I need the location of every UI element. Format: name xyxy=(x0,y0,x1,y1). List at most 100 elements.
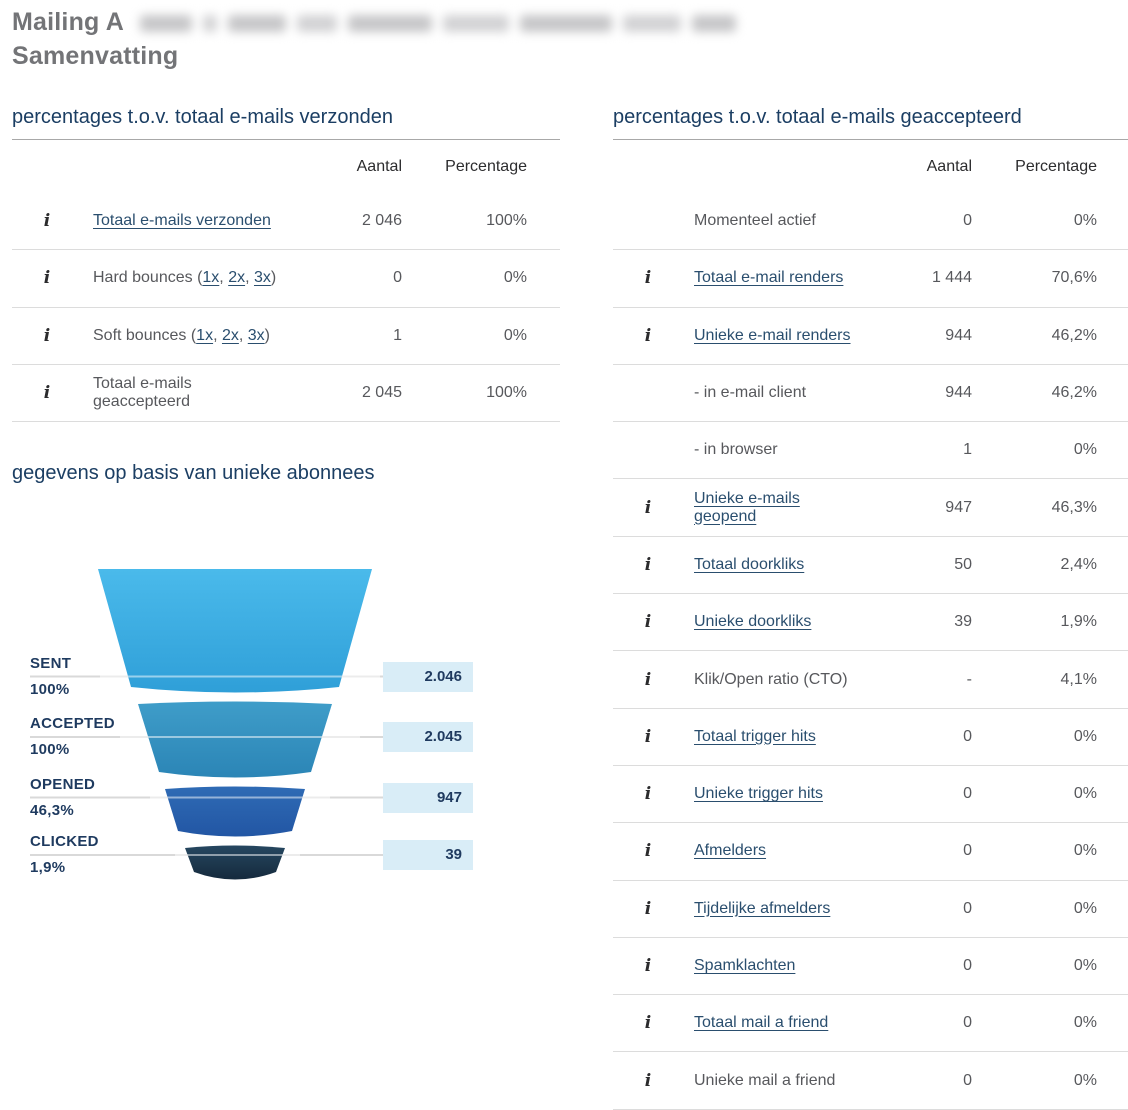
row-link[interactable]: Unieke doorkliks xyxy=(694,613,812,631)
row-link[interactable]: Unieke e-mails geopend xyxy=(694,489,800,525)
aantal-value: 2 046 xyxy=(361,212,402,230)
info-icon[interactable]: i xyxy=(644,612,652,633)
row-label: Tijdelijke afmelders xyxy=(683,900,862,918)
row-label: Totaal e-mails geaccepteerd xyxy=(93,375,192,411)
funnel-section-heading: gegevens op basis van unieke abonnees xyxy=(12,462,375,484)
bounce-count-link[interactable]: 1x xyxy=(196,326,214,344)
bounce-count-link[interactable]: 3x xyxy=(253,269,271,287)
info-icon[interactable]: i xyxy=(43,268,51,289)
percentage-value: 1,9% xyxy=(1060,613,1097,631)
info-icon[interactable]: i xyxy=(644,898,652,919)
row-link[interactable]: Totaal doorkliks xyxy=(694,555,805,573)
funnel-stage-label: SENT xyxy=(30,654,72,672)
left-table-body: i Totaal e-mails verzonden 2 046 100% i Hard … xyxy=(12,193,560,423)
info-icon[interactable]: i xyxy=(644,784,652,805)
aantal-value: 947 xyxy=(945,498,972,516)
row-link[interactable]: Totaal e-mail renders xyxy=(694,269,844,287)
table-row: - in e-mail client 944 46,2% xyxy=(613,365,1128,423)
percentage-value: 46,2% xyxy=(1051,384,1097,402)
bounce-count-link[interactable]: 2x xyxy=(221,326,239,344)
row-label: Unieke trigger hits xyxy=(683,785,862,803)
row-label: Soft bounces (1x, 2x, 3x) xyxy=(93,326,270,344)
row-label: Totaal trigger hits xyxy=(683,728,862,746)
info-icon[interactable]: i xyxy=(644,1070,652,1091)
row-link[interactable]: Afmelders xyxy=(694,842,767,860)
percentage-value: 0% xyxy=(1073,212,1097,230)
left-section-heading: percentages t.o.v. totaal e-mails verzon… xyxy=(12,104,560,140)
page-title-line2: Samenvatting xyxy=(12,42,179,70)
percentage-value: 0% xyxy=(503,269,527,287)
funnel-stage-label: CLICKED xyxy=(30,833,99,850)
column-header-aantal: Aantal xyxy=(926,157,972,175)
info-icon[interactable]: i xyxy=(644,268,652,289)
info-icon[interactable]: i xyxy=(43,325,51,346)
funnel-value-box: 2.046 xyxy=(383,661,473,692)
table-row: i Unieke trigger hits 0 0% xyxy=(613,766,1128,824)
funnel-stage-percent: 100% xyxy=(30,741,70,758)
table-row: i Klik/Open ratio (CTO) - 4,1% xyxy=(613,651,1128,709)
table-row: i Totaal e-mails verzonden 2 046 100% xyxy=(12,193,560,251)
info-icon[interactable]: i xyxy=(43,383,51,404)
aantal-value: 0 xyxy=(963,1014,972,1032)
column-header-aantal: Aantal xyxy=(356,157,402,175)
aantal-value: 0 xyxy=(963,785,972,803)
table-row: Momenteel actief 0 0% xyxy=(613,193,1128,251)
info-icon[interactable]: i xyxy=(43,211,51,232)
row-link[interactable]: Spamklachten xyxy=(694,957,796,974)
info-icon[interactable]: i xyxy=(644,1013,652,1034)
funnel-stage-label: OPENED xyxy=(30,775,96,793)
aantal-value: - xyxy=(966,670,972,688)
table-row: i Unieke e-mails geopend 947 46,3% xyxy=(613,479,1128,537)
bounce-count-link[interactable]: 3x xyxy=(247,326,265,344)
row-link[interactable]: Totaal trigger hits xyxy=(694,727,816,745)
info-icon[interactable]: i xyxy=(644,325,652,346)
aantal-value: 1 xyxy=(393,326,402,344)
info-icon[interactable]: i xyxy=(644,497,652,518)
row-label: Momenteel actief xyxy=(694,212,816,230)
table-row: i Unieke e-mail renders 944 46,2% xyxy=(613,308,1128,365)
row-link[interactable]: Totaal mail a friend xyxy=(694,1014,829,1032)
row-label: Spamklachten xyxy=(683,957,862,975)
funnel-stage-percent: 100% xyxy=(30,680,70,698)
row-label: Klik/Open ratio (CTO) xyxy=(694,670,848,688)
row-label: Afmelders xyxy=(683,842,862,860)
percentage-value: 0% xyxy=(1073,842,1097,860)
info-icon[interactable]: i xyxy=(644,554,652,575)
percentage-value: 0% xyxy=(1073,727,1097,745)
row-label: - in e-mail client xyxy=(694,384,807,402)
row-label: - in browser xyxy=(694,441,778,459)
funnel-stage-percent: 1,9% xyxy=(30,859,66,876)
funnel-chart: SENT 100% 2.046 ACCEPTED 100% 2.045 OPENED 46,3… xyxy=(0,540,560,910)
funnel-value-box: 947 xyxy=(383,782,473,813)
percentage-value: 46,3% xyxy=(1051,498,1097,516)
table-row: i Totaal e-mail renders 1 444 70,6% xyxy=(613,250,1128,308)
info-icon[interactable]: i xyxy=(644,841,652,862)
row-link[interactable]: Unieke trigger hits xyxy=(694,785,823,803)
aantal-value: 1 444 xyxy=(931,269,972,287)
aantal-value: 0 xyxy=(963,727,972,745)
aantal-value: 0 xyxy=(963,899,972,917)
row-link[interactable]: Tijdelijke afmelders xyxy=(694,899,831,917)
aantal-value: 0 xyxy=(963,212,972,230)
page-title: Mailing A Samenvatting xyxy=(12,5,178,73)
bounce-count-link[interactable]: 2x xyxy=(228,269,246,287)
bounce-count-link[interactable]: 1x xyxy=(202,269,220,287)
info-icon[interactable]: i xyxy=(644,956,652,976)
table-row: i Hard bounces (1x, 2x, 3x) 0 0% xyxy=(12,250,560,308)
redacted-title-text xyxy=(140,8,752,38)
right-table-header: Aantal Percentage xyxy=(613,140,1128,193)
left-table: Aantal Percentage i Totaal e-mails verzon… xyxy=(12,140,560,423)
row-label: Totaal e-mail renders xyxy=(683,269,862,287)
table-row: i Soft bounces (1x, 2x, 3x) 1 0% xyxy=(12,308,560,365)
info-icon[interactable]: i xyxy=(644,726,652,747)
row-link[interactable]: Unieke e-mail renders xyxy=(694,326,851,344)
row-link[interactable]: Totaal e-mails verzonden xyxy=(93,212,271,230)
aantal-value: 944 xyxy=(945,326,972,344)
info-icon[interactable]: i xyxy=(644,669,652,690)
aantal-value: 0 xyxy=(963,1071,972,1089)
table-row: i Tijdelijke afmelders 0 0% xyxy=(613,881,1128,938)
percentage-value: 2,4% xyxy=(1060,555,1097,573)
percentage-value: 0% xyxy=(1073,785,1097,803)
percentage-value: 0% xyxy=(1073,441,1097,459)
table-row: i Totaal trigger hits 0 0% xyxy=(613,709,1128,766)
